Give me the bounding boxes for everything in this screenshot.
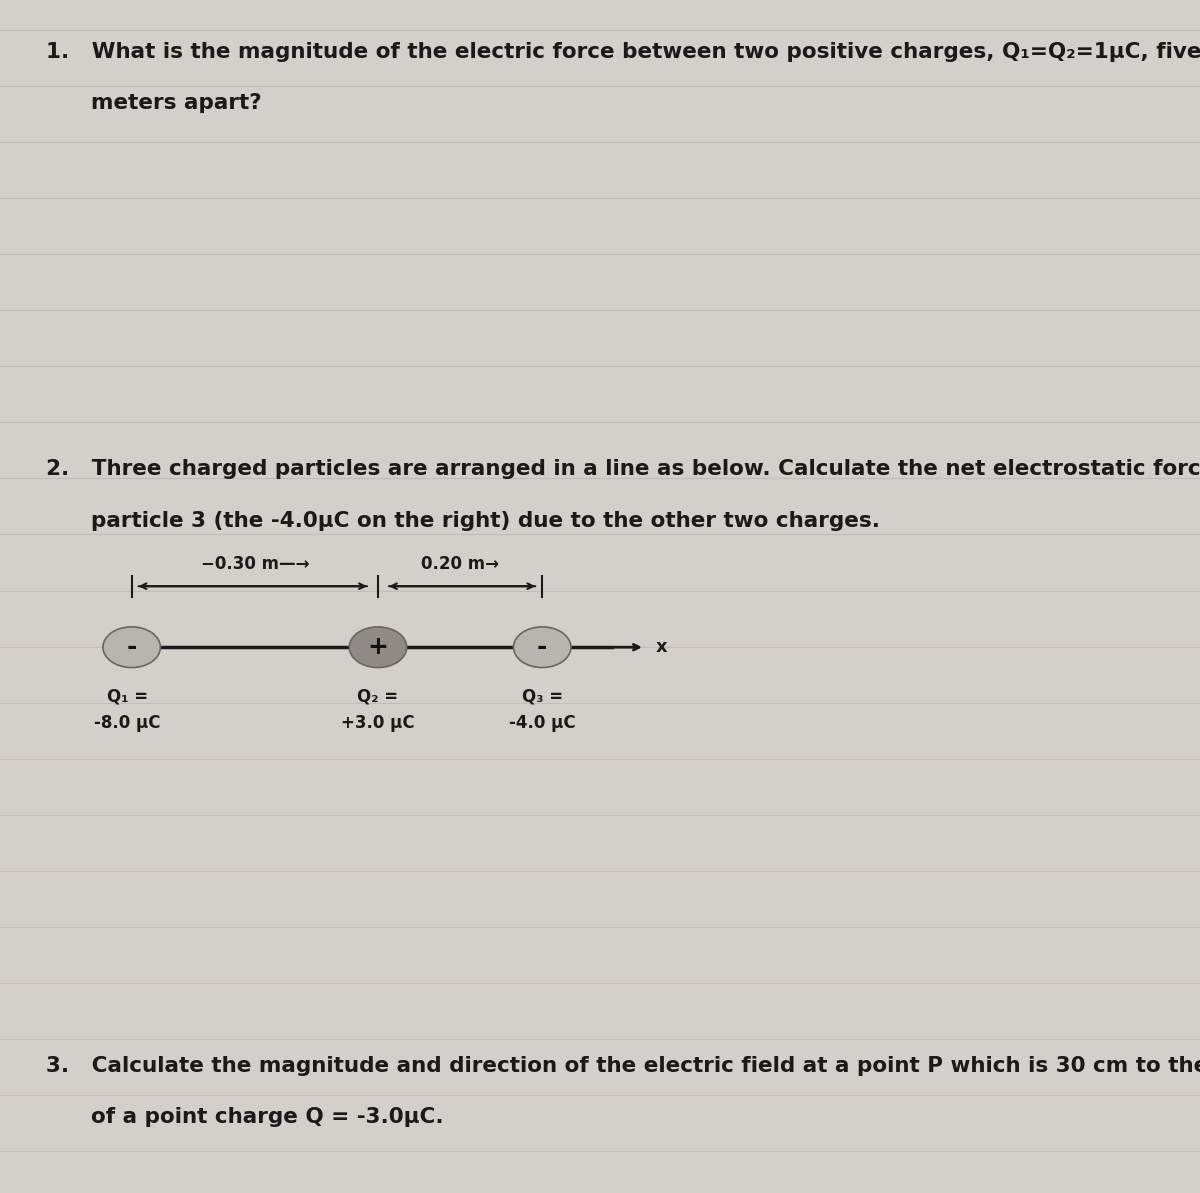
Circle shape [349,626,407,668]
Text: 0.20 m→: 0.20 m→ [421,556,499,574]
Text: 3.   Calculate the magnitude and direction of the electric field at a point P wh: 3. Calculate the magnitude and direction… [46,1056,1200,1076]
Text: of a point charge Q = -3.0μC.: of a point charge Q = -3.0μC. [46,1107,443,1127]
Text: -4.0 μC: -4.0 μC [509,713,576,733]
Text: meters apart?: meters apart? [46,93,262,113]
Text: -: - [538,635,547,660]
Text: particle 3 (the -4.0μC on the right) due to the other two charges.: particle 3 (the -4.0μC on the right) due… [46,511,880,531]
Text: 2.   Three charged particles are arranged in a line as below. Calculate the net : 2. Three charged particles are arranged … [46,459,1200,480]
Circle shape [514,626,571,668]
Text: Q₁ =: Q₁ = [107,688,148,706]
Text: x: x [655,638,667,656]
Text: -: - [126,635,137,660]
Text: -8.0 μC: -8.0 μC [95,713,161,733]
Text: Q₂ =: Q₂ = [358,688,398,706]
Text: +3.0 μC: +3.0 μC [341,713,415,733]
Text: Q₃ =: Q₃ = [522,688,563,706]
Text: +: + [367,635,389,660]
Text: −0.30 m—→: −0.30 m—→ [200,556,310,574]
Text: 1.   What is the magnitude of the electric force between two positive charges, Q: 1. What is the magnitude of the electric… [46,42,1200,62]
Circle shape [103,626,161,668]
